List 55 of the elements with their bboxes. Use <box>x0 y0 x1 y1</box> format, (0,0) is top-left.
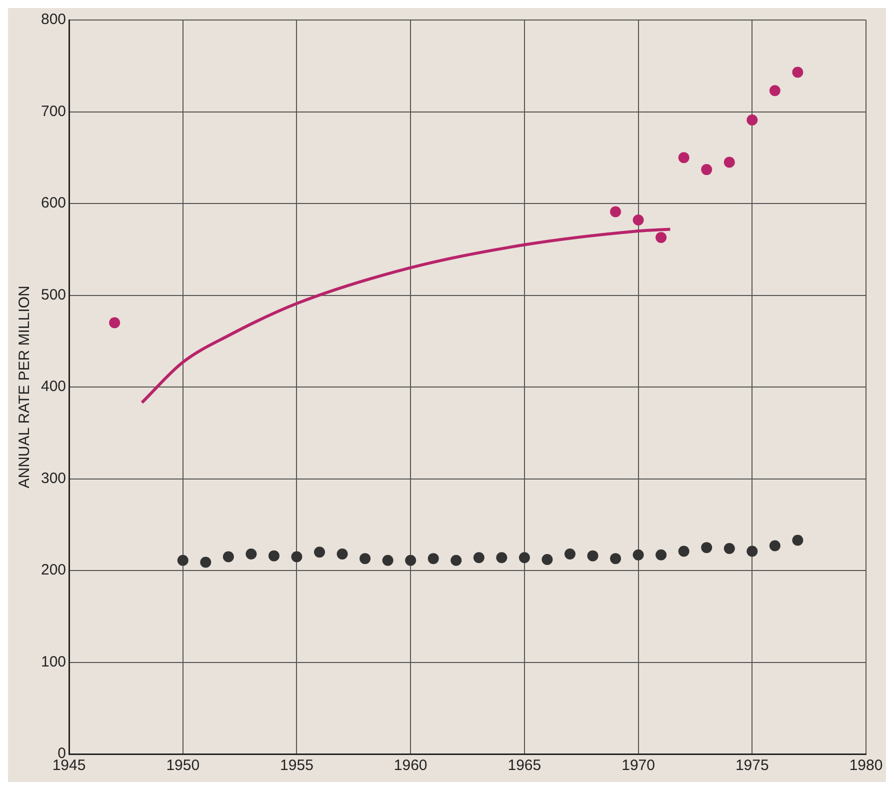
point <box>746 546 758 557</box>
x-tick-label: 1960 <box>394 757 428 774</box>
point <box>632 214 644 226</box>
point <box>632 549 644 560</box>
y-tick-label: 500 <box>40 286 66 304</box>
x-tick-label: 1980 <box>849 757 883 774</box>
point <box>678 152 690 164</box>
point <box>496 552 508 564</box>
point <box>564 548 576 560</box>
x-tick-label: 1965 <box>508 757 542 774</box>
point <box>450 554 462 566</box>
y-tick-label: 200 <box>40 562 66 579</box>
point <box>336 548 348 560</box>
point <box>587 550 598 562</box>
point <box>314 546 326 558</box>
point <box>542 554 553 565</box>
point <box>724 156 735 168</box>
y-tick-label: 100 <box>40 653 66 670</box>
point <box>428 553 439 564</box>
point <box>473 552 484 564</box>
point <box>701 542 712 554</box>
point <box>792 534 804 546</box>
point <box>246 548 257 560</box>
point <box>360 553 371 564</box>
point <box>405 554 416 566</box>
y-tick-label: 300 <box>40 470 66 487</box>
y-axis-title: ANNUAL RATE PER MILLION <box>16 286 34 488</box>
y-tick-label: 800 <box>40 11 66 28</box>
point <box>610 553 622 564</box>
point <box>222 551 234 562</box>
point <box>746 114 758 126</box>
x-tick-label: 1975 <box>735 757 769 774</box>
line-series <box>140 228 672 404</box>
point <box>701 164 712 176</box>
x-tick-label: 1970 <box>622 757 655 774</box>
y-tick-label: 700 <box>40 102 66 120</box>
point <box>610 206 622 218</box>
point <box>769 540 780 552</box>
point <box>268 550 280 562</box>
point <box>792 66 804 78</box>
point <box>656 549 667 560</box>
point <box>291 551 302 562</box>
point <box>109 317 120 328</box>
point <box>177 554 188 566</box>
point <box>200 556 212 568</box>
point <box>518 552 530 564</box>
point <box>656 232 667 243</box>
point <box>382 554 394 566</box>
y-tick-label: 600 <box>40 194 66 212</box>
point <box>678 546 690 557</box>
point <box>769 85 780 96</box>
y-tick-label: 400 <box>40 378 66 396</box>
point <box>724 542 735 554</box>
x-tick-label: 1955 <box>280 757 314 774</box>
x-tick-label: 1950 <box>166 757 200 774</box>
